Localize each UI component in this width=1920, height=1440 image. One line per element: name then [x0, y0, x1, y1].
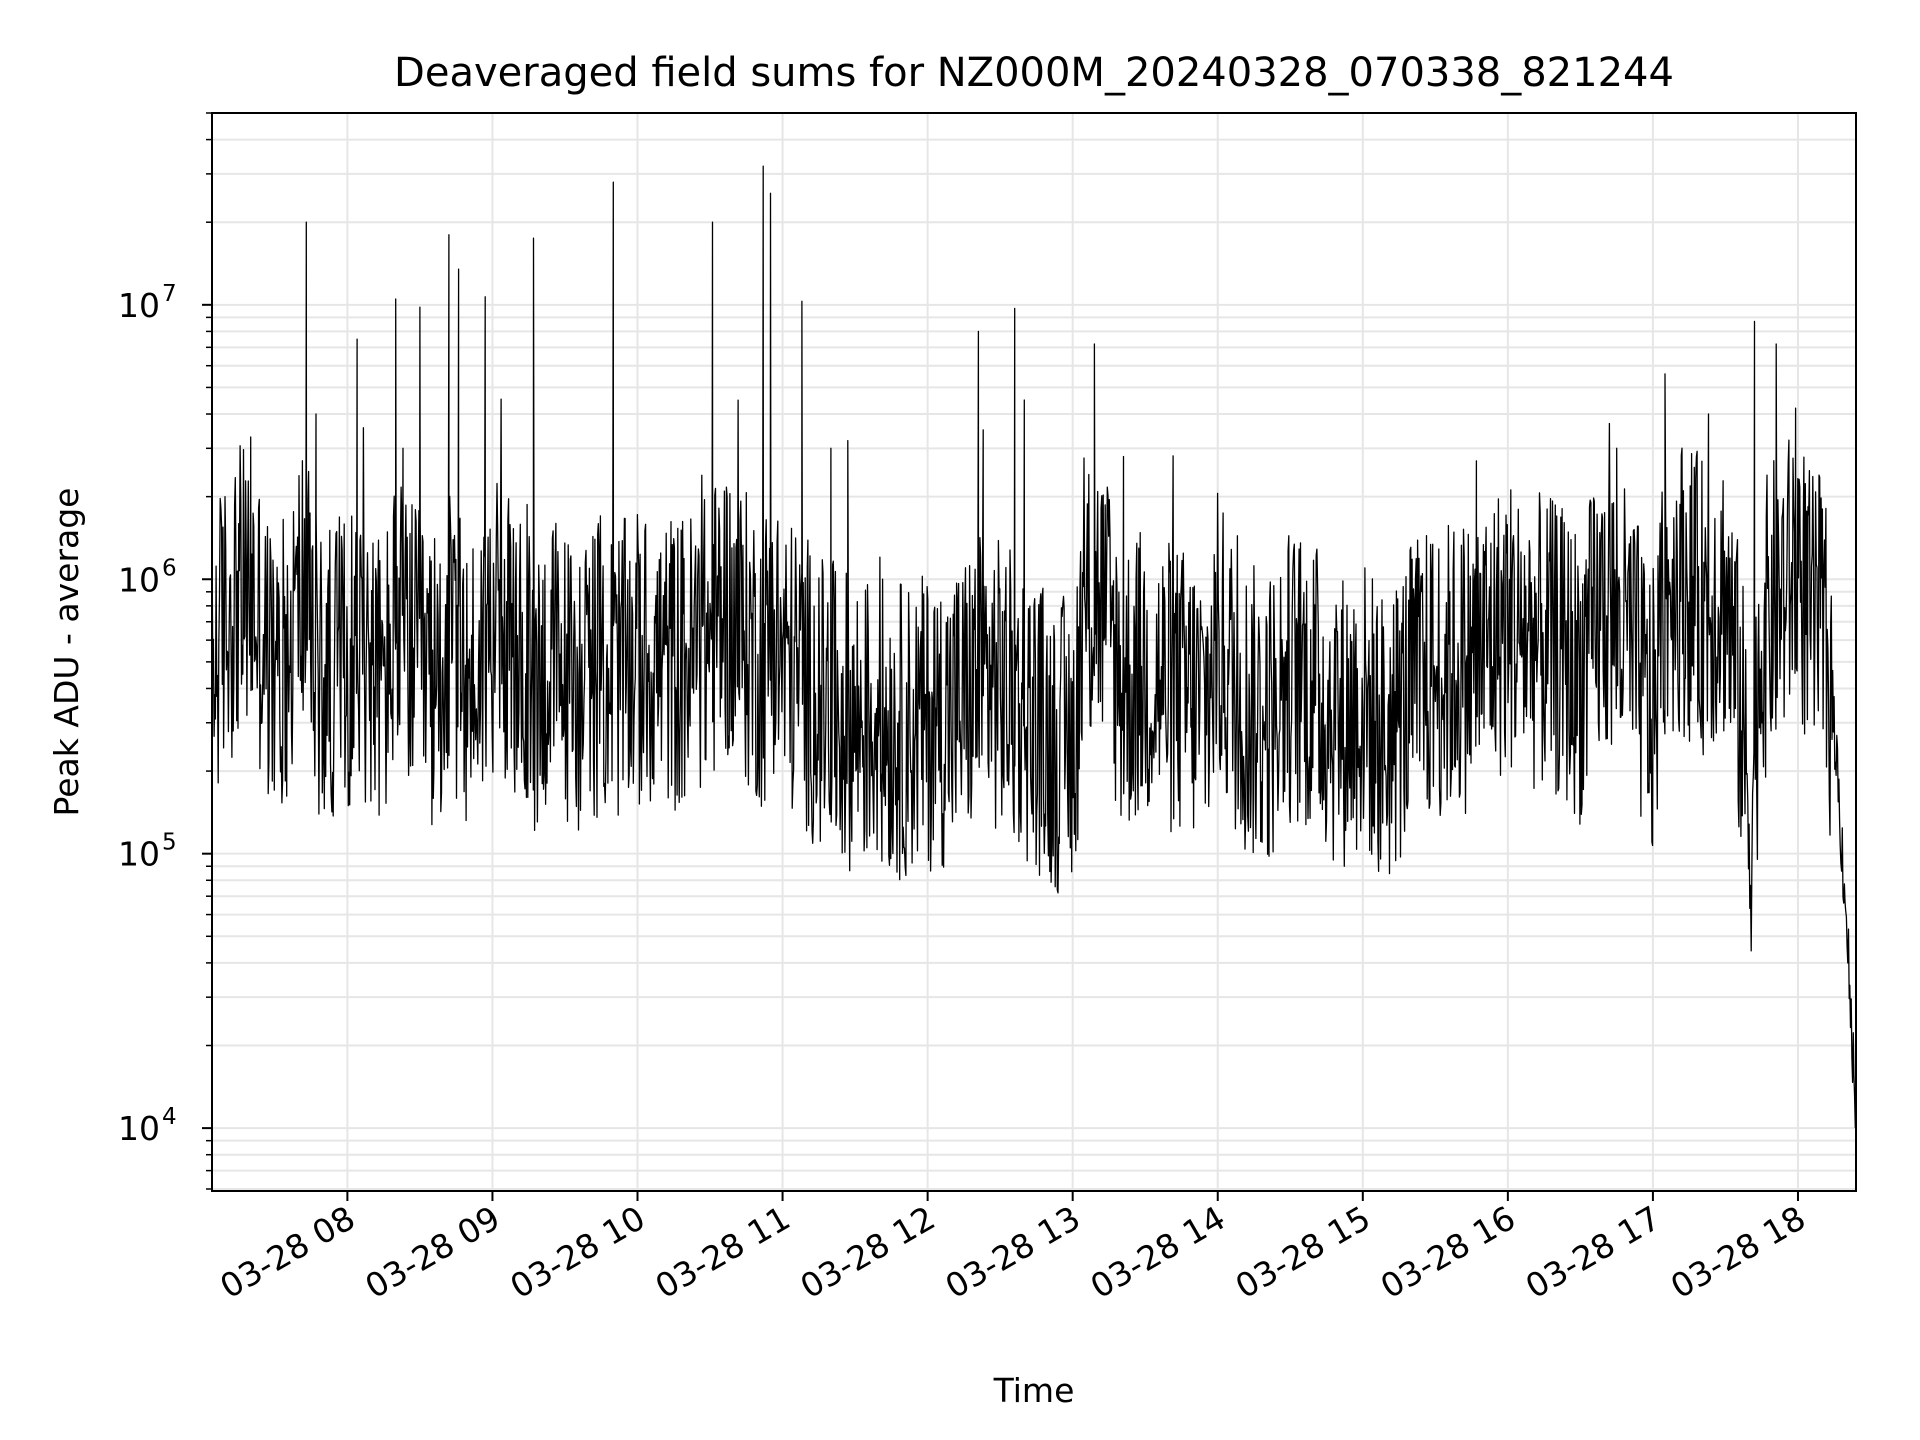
y-tick-label: 10: [118, 560, 160, 599]
y-tick-exponent: 5: [162, 830, 177, 856]
series-line: [212, 165, 1856, 1129]
plot-area-frame: [211, 112, 1857, 1192]
y-tick-label: 10: [118, 286, 160, 325]
chart-title: Deaveraged field sums for NZ000M_2024032…: [394, 50, 1674, 96]
y-tick-label: 10: [118, 835, 160, 874]
x-axis-label: Time: [993, 1371, 1075, 1410]
y-tick-exponent: 4: [162, 1104, 177, 1130]
y-tick-label: 10: [118, 1109, 160, 1148]
y-axis-label: Peak ADU - average: [47, 488, 86, 817]
y-tick-exponent: 7: [162, 281, 177, 307]
y-tick-exponent: 6: [162, 555, 177, 581]
major-gridlines: [212, 113, 1856, 1191]
